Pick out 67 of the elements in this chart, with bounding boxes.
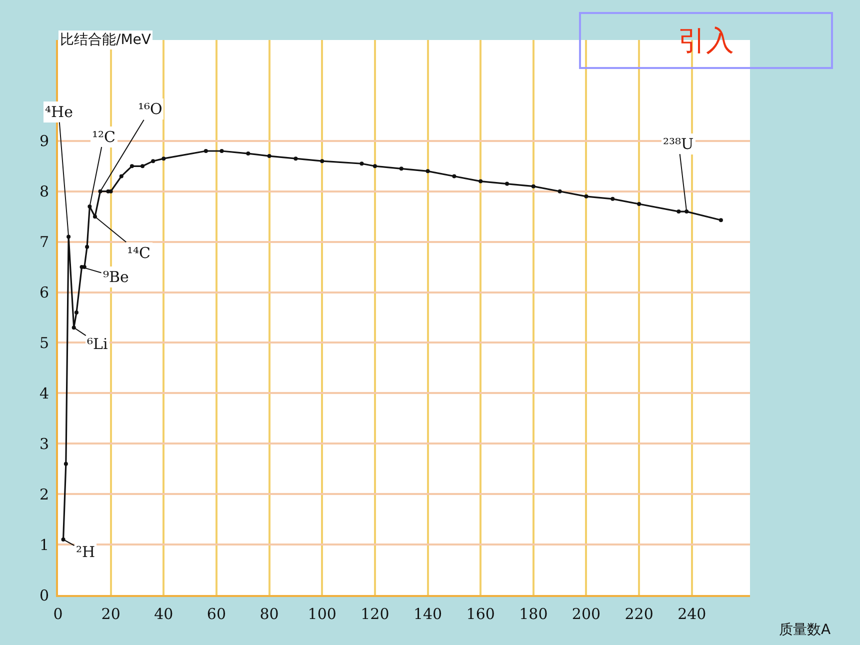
chart-title: 引入: [678, 24, 734, 57]
y-tick-label: 8: [39, 182, 49, 201]
point: [119, 174, 124, 178]
point: [637, 202, 642, 206]
x-tick-label: 0: [53, 605, 63, 623]
point: [88, 204, 92, 208]
point: [684, 210, 689, 214]
annotation: ¹⁴C: [127, 244, 151, 262]
annotation: ²H: [76, 543, 96, 561]
annotation: ⁹Be: [103, 268, 130, 286]
point: [531, 184, 536, 188]
y-tick-label: 5: [39, 334, 49, 352]
annotation: ¹⁶O: [138, 100, 162, 118]
point: [676, 210, 681, 214]
point: [85, 244, 90, 249]
annotation: ²³⁸U: [663, 135, 694, 153]
point: [246, 152, 250, 156]
point: [151, 159, 156, 164]
point: [584, 194, 588, 198]
point: [204, 149, 208, 153]
point: [478, 179, 483, 184]
point: [74, 310, 78, 314]
x-tick-label: 40: [154, 605, 174, 623]
point: [294, 156, 298, 161]
point: [72, 326, 76, 330]
x-tick-label: 180: [519, 605, 548, 623]
point: [452, 174, 456, 178]
point: [610, 196, 615, 201]
point: [92, 214, 97, 219]
y-tick-label: 4: [39, 384, 49, 402]
point: [130, 164, 134, 168]
point: [372, 164, 377, 168]
point: [360, 162, 364, 166]
annotation: ¹²C: [92, 128, 116, 146]
x-tick-label: 240: [678, 605, 706, 623]
y-tick-label: 3: [39, 434, 49, 453]
x-tick-label: 120: [360, 605, 390, 623]
point: [162, 156, 166, 161]
x-tick-label: 220: [624, 605, 654, 623]
x-axis-title: 质量数A: [779, 622, 831, 638]
y-tick-label: 9: [39, 132, 49, 150]
point: [426, 169, 430, 174]
x-tick-label: 80: [260, 605, 279, 623]
point: [505, 182, 510, 186]
point: [399, 166, 404, 171]
y-tick-label: 2: [39, 485, 49, 504]
x-tick-label: 100: [308, 605, 336, 623]
y-tick-label: 6: [39, 284, 49, 302]
point: [220, 149, 224, 153]
annotation: ⁶Li: [87, 335, 108, 353]
x-tick-label: 160: [466, 605, 495, 623]
point: [558, 189, 562, 194]
x-tick-label: 200: [572, 605, 601, 623]
point: [140, 164, 145, 168]
y-axis-title: 比结合能/MeV: [60, 32, 152, 48]
point: [718, 218, 723, 222]
y-tick-label: 1: [39, 536, 49, 554]
point: [64, 462, 68, 466]
y-tick-label: 7: [39, 233, 49, 252]
point: [267, 154, 272, 158]
annotation: ⁴He: [45, 103, 74, 121]
y-tick-label: 0: [39, 586, 49, 604]
point: [320, 159, 324, 164]
x-tick-label: 20: [101, 605, 120, 623]
x-tick-label: 60: [206, 605, 226, 623]
point: [108, 189, 113, 194]
x-tick-label: 140: [413, 605, 442, 623]
